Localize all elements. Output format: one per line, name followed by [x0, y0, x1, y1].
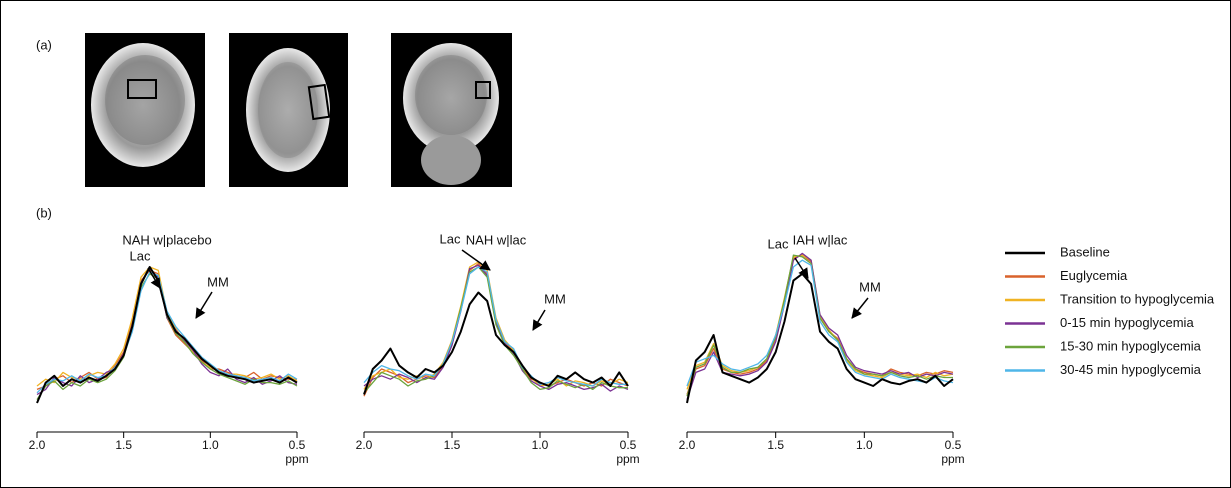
annotation-arrow: [147, 267, 161, 289]
spectrum-line: [36, 271, 298, 394]
spectrum-line: [36, 268, 298, 396]
legend-label: 15-30 min hypoglycemia: [1060, 338, 1202, 353]
x-tick-label: 0.5: [289, 438, 306, 452]
panel-label: (b): [36, 205, 52, 220]
x-tick-label: 1.0: [202, 438, 219, 452]
legend-label: 0-15 min hypoglycemia: [1060, 315, 1194, 330]
spectrum-line: [363, 266, 628, 387]
spectrum-line: [363, 291, 629, 395]
legend-label: Euglycemia: [1060, 268, 1128, 283]
spectrum-line: [686, 259, 954, 387]
annotation: MM: [207, 274, 229, 289]
annotation-arrow: [532, 309, 546, 331]
annotation-arrow: [461, 249, 491, 271]
mri-sagittal: [85, 33, 205, 187]
annotation: Lac: [440, 231, 461, 246]
annotation-arrow: [794, 257, 809, 279]
spectrum-line: [686, 272, 954, 404]
annotation: Lac: [130, 248, 151, 263]
x-tick-label: 1.0: [856, 438, 873, 452]
mri-axial: [229, 33, 348, 187]
x-tick-label: 1.5: [444, 438, 461, 452]
x-tick-label: 0.5: [620, 438, 637, 452]
x-tick-label: 1.5: [767, 438, 784, 452]
spectrum-line: [36, 269, 297, 391]
legend-label: 30-45 min hypoglycemia: [1060, 362, 1202, 377]
annotation-arrow: [195, 291, 213, 319]
x-tick-label: 1.0: [532, 438, 549, 452]
mri-coronal: [391, 33, 512, 187]
x-tick-label: 2.0: [679, 438, 696, 452]
chart-title: IAH w|lac: [793, 232, 848, 247]
spectrum-line: [36, 266, 298, 387]
x-axis-label: ppm: [941, 452, 964, 466]
x-tick-label: 2.0: [29, 438, 46, 452]
chart-title: NAH w|lac: [466, 232, 527, 247]
annotation: MM: [544, 291, 566, 306]
panel-label: (a): [36, 37, 52, 52]
chart-title: NAH w|placebo: [122, 232, 211, 247]
annotation: MM: [859, 279, 881, 294]
spectrum-line: [363, 264, 629, 392]
x-axis-label: ppm: [616, 452, 639, 466]
annotation: Lac: [768, 236, 789, 251]
x-tick-label: 2.0: [356, 438, 373, 452]
legend-label: Transition to hypoglycemia: [1060, 291, 1215, 306]
legend-label: Baseline: [1060, 244, 1110, 259]
annotation-arrow: [851, 297, 869, 319]
x-tick-label: 0.5: [945, 438, 962, 452]
x-tick-label: 1.5: [115, 438, 132, 452]
spectrum-line: [36, 266, 298, 404]
x-axis-label: ppm: [285, 452, 308, 466]
